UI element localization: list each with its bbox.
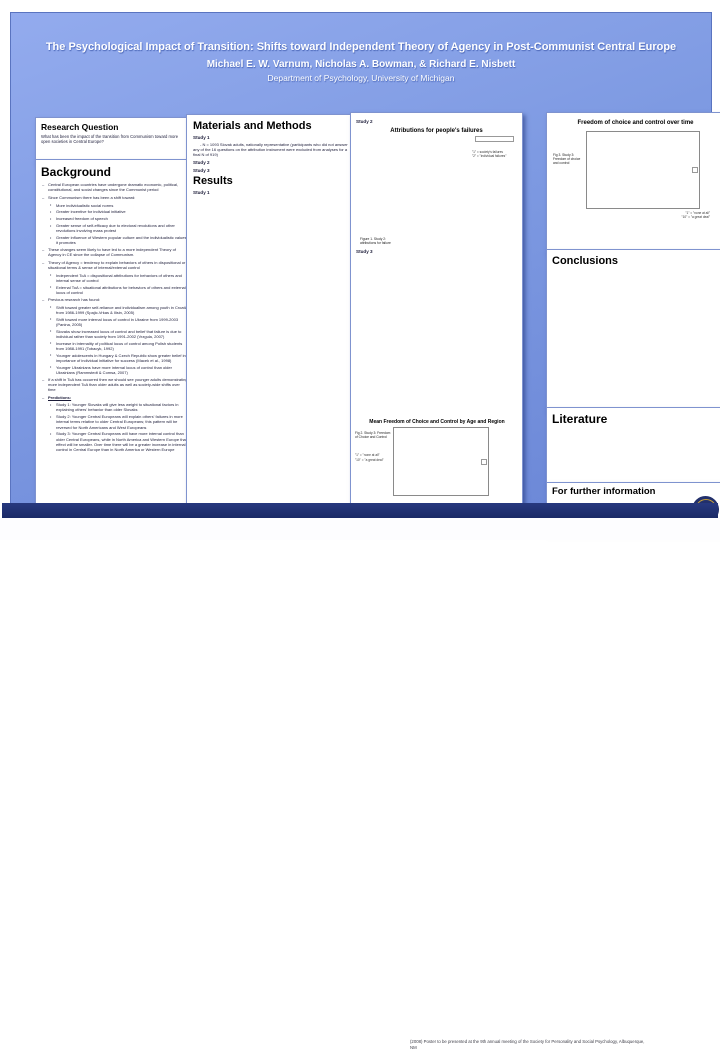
sub-list-item: Study 3: Younger Central Europeans will … [49,431,188,451]
fig1-legend [475,136,514,142]
fig2-caption-column: Fig 2. Study 3: Freedom of Choice and Co… [355,427,393,496]
fig1-legend-column: "1" = society's failures "2" = "individu… [472,136,514,159]
fig3-chart-frame [586,130,700,209]
poster-affiliation: Department of Psychology, University of … [267,73,455,83]
sub-list-item: Greater influence of Western popular cul… [49,235,188,245]
study2-label: Study 2 [356,119,373,124]
conclusions-heading: Conclusions [552,255,619,267]
contact-heading: For further information [552,486,656,497]
footer-citation: (2008) Poster to be presented at the 9th… [410,1039,645,1051]
sub-list-item: Shift toward greater self-reliance and i… [49,305,188,315]
poster-authors: Michael E. W. Varnum, Nicholas A. Bowman… [206,59,516,70]
literature-heading: Literature [552,412,608,426]
sub-list-item: Younger adolescents in Hungary & Czech R… [49,353,188,363]
poster-title: The Psychological Impact of Transition: … [45,41,677,53]
research-question-box: Research Question What has been the impa… [35,117,194,163]
fig2-caption: Fig 2. Study 3: Freedom of Choice and Co… [355,431,391,440]
fig1-line-chart [360,136,472,236]
sub-list-item: Increase in internality of political loc… [49,341,188,351]
fig2-chart-area: Mean Freedom of Choice and Control by Ag… [355,416,519,496]
list-item: These changes seem likely to have led to… [41,247,188,257]
fig3-legend [691,166,698,173]
fig2-note-2: "10" = "a great deal" [355,457,384,462]
fig1-note-1: "1" = society's failures [472,150,503,154]
fig2-title: Mean Freedom of Choice and Control by Ag… [369,419,505,425]
fig2-note-1: "1" = "none at all" [355,453,380,458]
list-item: - N = 1093 Slovak adults, nationally rep… [193,141,348,157]
background-box: Background Central European countries ha… [35,159,194,512]
results-heading: Results [193,174,233,187]
research-question-text: What has been the impact of the transiti… [41,134,179,145]
fig3-note-1: "1" = "none at all" [685,210,710,215]
background-heading: Background [41,165,112,179]
sub-list-item: Increased freedom of speech [49,216,188,221]
bottom-navy-band [2,503,718,518]
methods-study2-label: Study 2 [193,159,210,165]
fig2-line-chart [396,430,478,494]
research-question-heading: Research Question [41,122,119,132]
fig2-legend [480,458,487,465]
fig3-title: Freedom of choice and control over time [577,120,694,126]
sub-list-item: Younger Ukrainians have more internal lo… [49,365,188,375]
sub-list-item: Study 1: Younger Slovaks will give less … [49,402,188,412]
fig3-note-2: "10" = "a great deal" [681,214,710,219]
results-study1-label: Study 1 [193,189,210,195]
methods-heading: Materials and Methods [193,120,312,132]
fig2-chart-frame [393,427,489,496]
fig3-box: Freedom of choice and control over time … [546,112,720,253]
list-item: Theory of Agency = tendency to explain b… [41,260,188,270]
sub-list-item: More individualistic social norms [49,203,188,208]
conclusions-box: Conclusions [546,249,720,411]
sub-list-item: Shift toward more internal locus of cont… [49,317,188,327]
sub-list-item: Study 2: Younger Central Europeans will … [49,414,188,429]
methods-study3-label: Study 3 [193,167,210,173]
sub-list-item: Greater sense of self-efficacy due to el… [49,223,188,233]
literature-box: Literature [546,407,720,485]
fig1-note-2: "2" = "individual failures" [472,154,507,159]
fig1-chart-area: "1" = society's failures "2" = "individu… [360,136,517,236]
methods-study1-lines: - N = 1093 Slovak adults, nationally rep… [193,142,352,157]
fig1-title: Attributions for people's failures [390,128,483,134]
list-item: If a shift in ToA has occurred then we s… [41,377,188,392]
footer-strip: (2008) Poster to be presented at the 9th… [0,518,720,1050]
fig3-bar-chart [589,133,689,206]
study3-label: Study 3 [356,249,373,255]
fig3-caption: Fig 3. Study 3: Freedom of choice and co… [553,152,581,165]
fig3-chart-area: Fig 3. Study 3: Freedom of choice and co… [553,130,720,209]
list-item: Predictions: [41,395,188,400]
methods-box: Materials and Methods Study 1 - N = 1093… [186,114,359,512]
sub-list-item: Slovaks show increased locus of control … [49,329,188,339]
methods-study1-label: Study 1 [193,135,210,140]
background-bullet-list: Central European countries have undergon… [41,182,188,452]
sub-list-item: External ToA = situational attributions … [49,285,188,295]
fig1-caption: Figure 1. Study 2: attributions for fail… [360,237,391,246]
sub-list-item: Greater incentive for individual initiat… [49,209,188,214]
list-item: Previous research has found: [41,297,188,302]
sub-list-item: Independent ToA = dispositional attribut… [49,273,188,283]
study2-panel-box: Study 2 Attributions for people's failur… [350,112,523,510]
list-item: Since Communism there has been a shift t… [41,195,188,200]
list-item: Central European countries have undergon… [41,182,188,192]
